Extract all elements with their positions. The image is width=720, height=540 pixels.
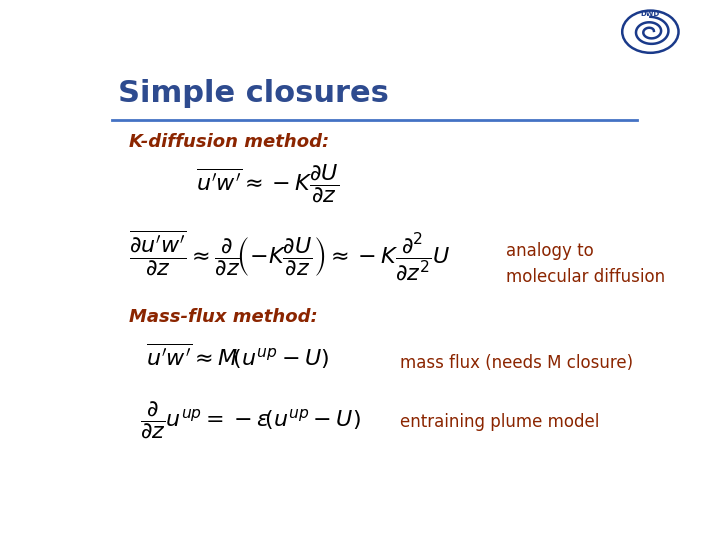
Text: DWD: DWD [641,11,660,17]
Text: Simple closures: Simple closures [118,79,389,109]
Text: entraining plume model: entraining plume model [400,413,599,431]
Text: analogy to
molecular diffusion: analogy to molecular diffusion [505,241,665,286]
Text: $\overline{u'w'} \approx M\!\left(u^{up} - U\right)$: $\overline{u'w'} \approx M\!\left(u^{up}… [145,341,329,372]
Text: Mass-flux method:: Mass-flux method: [129,308,318,326]
Text: K-diffusion method:: K-diffusion method: [129,133,329,151]
Text: $\dfrac{\partial}{\partial z}u^{up} = -\varepsilon\!\left(u^{up} - U\right)$: $\dfrac{\partial}{\partial z}u^{up} = -\… [140,400,361,441]
Text: mass flux (needs M closure): mass flux (needs M closure) [400,354,633,372]
Text: $\dfrac{\overline{\partial u'w'}}{\partial z} \approx \dfrac{\partial}{\partial : $\dfrac{\overline{\partial u'w'}}{\parti… [129,229,451,283]
Text: $\overline{u'w'} \approx -K \dfrac{\partial U}{\partial z}$: $\overline{u'w'} \approx -K \dfrac{\part… [196,163,339,205]
